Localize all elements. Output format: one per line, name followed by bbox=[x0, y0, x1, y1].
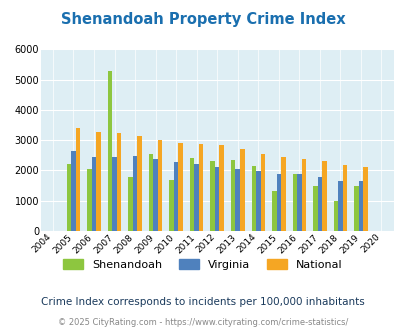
Bar bbox=[280, 157, 285, 231]
Bar bbox=[117, 133, 121, 231]
Bar bbox=[112, 157, 117, 231]
Text: Shenandoah Property Crime Index: Shenandoah Property Crime Index bbox=[60, 12, 345, 26]
Bar bbox=[169, 180, 173, 231]
Bar bbox=[292, 175, 296, 231]
Bar bbox=[66, 164, 71, 231]
Bar bbox=[239, 149, 244, 231]
Bar bbox=[158, 140, 162, 231]
Bar bbox=[342, 165, 346, 231]
Bar bbox=[198, 145, 203, 231]
Bar bbox=[92, 157, 96, 231]
Bar bbox=[271, 191, 276, 231]
Bar bbox=[194, 164, 198, 231]
Text: Crime Index corresponds to incidents per 100,000 inhabitants: Crime Index corresponds to incidents per… bbox=[41, 297, 364, 307]
Bar bbox=[358, 182, 362, 231]
Bar bbox=[317, 177, 321, 231]
Legend: Shenandoah, Virginia, National: Shenandoah, Virginia, National bbox=[59, 255, 346, 274]
Bar bbox=[362, 167, 367, 231]
Bar bbox=[296, 175, 301, 231]
Bar bbox=[75, 127, 80, 231]
Bar bbox=[337, 181, 342, 231]
Bar bbox=[107, 71, 112, 231]
Bar bbox=[173, 162, 178, 231]
Bar bbox=[219, 145, 224, 231]
Bar bbox=[276, 174, 280, 231]
Bar bbox=[137, 136, 141, 231]
Bar bbox=[190, 158, 194, 231]
Bar bbox=[71, 151, 75, 231]
Bar bbox=[260, 153, 264, 231]
Bar bbox=[214, 167, 219, 231]
Bar bbox=[256, 171, 260, 231]
Bar bbox=[178, 143, 183, 231]
Bar bbox=[149, 154, 153, 231]
Bar bbox=[301, 159, 305, 231]
Text: © 2025 CityRating.com - https://www.cityrating.com/crime-statistics/: © 2025 CityRating.com - https://www.city… bbox=[58, 318, 347, 327]
Bar bbox=[153, 159, 158, 231]
Bar bbox=[333, 201, 337, 231]
Bar bbox=[235, 169, 239, 231]
Bar bbox=[96, 132, 100, 231]
Bar bbox=[128, 177, 132, 231]
Bar bbox=[87, 169, 92, 231]
Bar bbox=[210, 161, 214, 231]
Bar bbox=[230, 160, 235, 231]
Bar bbox=[312, 186, 317, 231]
Bar bbox=[353, 185, 358, 231]
Bar bbox=[132, 156, 137, 231]
Bar bbox=[321, 161, 326, 231]
Bar bbox=[251, 166, 256, 231]
